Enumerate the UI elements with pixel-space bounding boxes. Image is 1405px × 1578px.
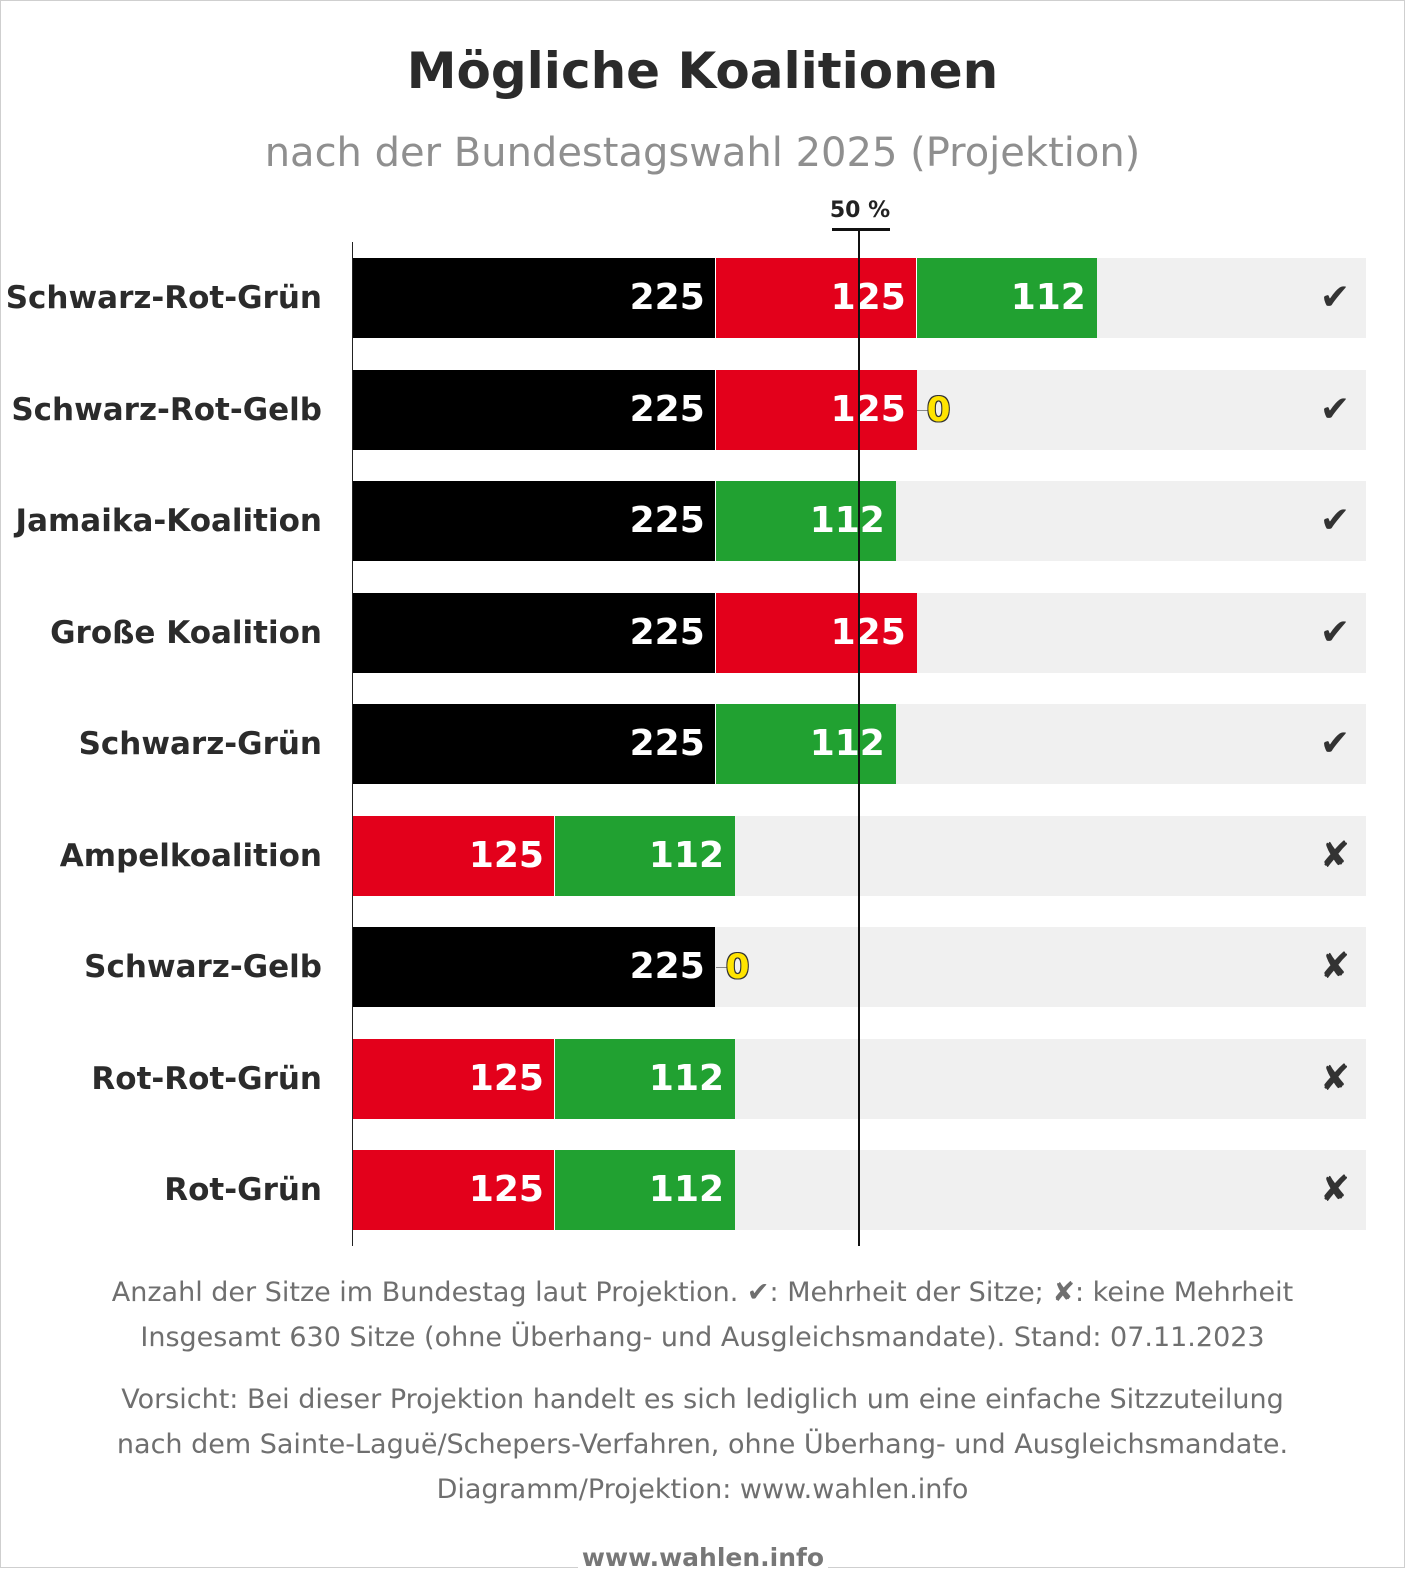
seats-note: Insgesamt 630 Sitze (ohne Überhang- und … [140, 1322, 1265, 1353]
majority-check-icon: ✔ [1319, 389, 1351, 430]
bar-segment [553, 816, 736, 896]
zero-seat-tick [916, 410, 929, 411]
bar-segment [353, 481, 715, 561]
bar-segment [714, 481, 896, 561]
bar-value-label: 225 [629, 723, 705, 764]
coalition-label: Schwarz-Grün [78, 726, 322, 762]
bar-segment [714, 258, 917, 338]
coalition-label: Schwarz-Rot-Grün [5, 280, 322, 316]
bar-segment [714, 704, 896, 784]
bar-value-label: 225 [629, 277, 705, 318]
bar-segment [353, 370, 715, 450]
majority-threshold-line [858, 230, 860, 1246]
majority-threshold-label: 50 % [829, 198, 891, 223]
bar-segment [353, 258, 715, 338]
bar-value-label: 125 [830, 277, 906, 318]
bar-segment [353, 816, 554, 896]
bar-segment [353, 1039, 554, 1119]
coalition-label: Große Koalition [50, 615, 322, 651]
coalition-label: Schwarz-Rot-Gelb [11, 392, 322, 428]
footer-brand: www.wahlen.info [578, 1538, 828, 1572]
bar-segment [714, 370, 917, 450]
bar-value-label: 112 [648, 1169, 725, 1210]
bar-value-label: 112 [809, 500, 885, 541]
bar-value-label: 125 [468, 835, 544, 876]
bar-value-label: 112 [809, 723, 885, 764]
bar-value-label: 112 [1010, 277, 1086, 318]
majority-check-icon: ✔ [1319, 723, 1351, 764]
bar-segment [353, 927, 715, 1007]
majority-check-icon: ✔ [1319, 277, 1351, 318]
coalition-label: Schwarz-Gelb [84, 949, 322, 985]
bar-segment [915, 258, 1097, 338]
zero-seat-label: 0 [926, 390, 951, 430]
bar-value-label: 225 [629, 389, 705, 430]
bar-value-label: 125 [830, 612, 906, 653]
bar-segment [553, 1150, 736, 1230]
bar-segment [353, 704, 715, 784]
bar-segment [553, 1039, 736, 1119]
bar-value-label: 125 [830, 389, 906, 430]
coalition-label: Ampelkoalition [59, 838, 322, 874]
y-axis-line [352, 242, 353, 1246]
coalition-label: Rot-Grün [164, 1172, 322, 1208]
bar-value-label: 225 [629, 946, 705, 987]
caution-note: Vorsicht: Bei dieser Projektion handelt … [121, 1384, 1284, 1415]
majority-threshold-tick [832, 228, 890, 231]
method-note: nach dem Sainte-Laguë/Schepers-Verfahren… [116, 1429, 1289, 1460]
legend-note: Anzahl der Sitze im Bundestag laut Proje… [111, 1277, 1294, 1308]
chart-subtitle: nach der Bundestagswahl 2025 (Projektion… [264, 130, 1141, 176]
source-note: Diagramm/Projektion: www.wahlen.info [436, 1474, 969, 1505]
bar-segment [353, 1150, 554, 1230]
bar-segment [353, 593, 715, 673]
bar-value-label: 125 [468, 1058, 544, 1099]
no-majority-cross-icon: ✘ [1319, 1169, 1351, 1210]
zero-seat-tick [715, 967, 728, 968]
coalition-label: Jamaika-Koalition [15, 503, 322, 539]
coalition-label: Rot-Rot-Grün [91, 1061, 322, 1097]
no-majority-cross-icon: ✘ [1319, 835, 1351, 876]
zero-seat-label: 0 [725, 947, 750, 987]
no-majority-cross-icon: ✘ [1319, 946, 1351, 987]
chart-title: Mögliche Koalitionen [406, 42, 999, 100]
bar-value-label: 112 [648, 835, 725, 876]
majority-check-icon: ✔ [1319, 612, 1351, 653]
bar-value-label: 112 [648, 1058, 725, 1099]
bar-value-label: 125 [468, 1169, 544, 1210]
bar-value-label: 225 [629, 500, 705, 541]
bar-value-label: 225 [629, 612, 705, 653]
bar-segment [714, 593, 917, 673]
no-majority-cross-icon: ✘ [1319, 1058, 1351, 1099]
majority-check-icon: ✔ [1319, 500, 1351, 541]
